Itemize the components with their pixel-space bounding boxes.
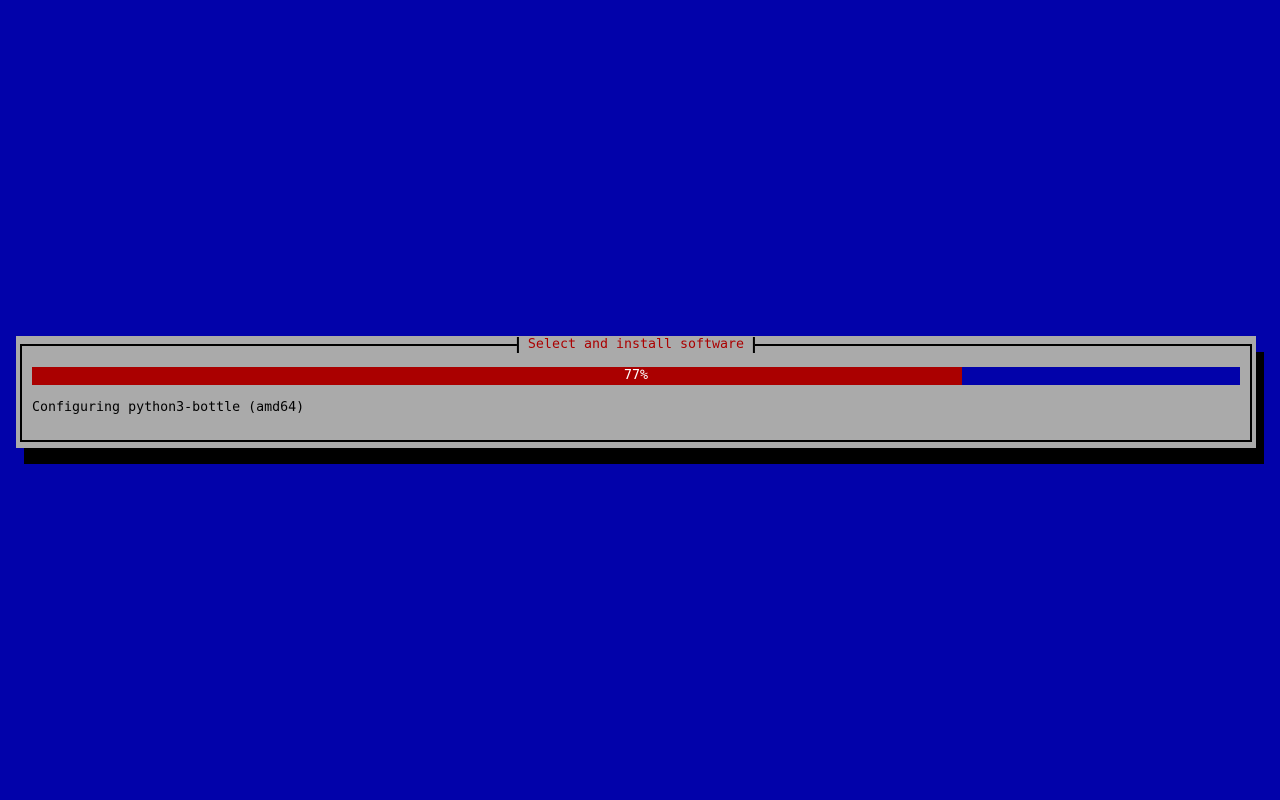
progress-percent-label: 77%	[623, 368, 649, 383]
install-progress-dialog: Select and install software 77% Configur…	[16, 336, 1256, 448]
dialog-title: Select and install software	[516, 337, 756, 353]
progress-bar: 77%	[32, 367, 1240, 385]
progress-bar-fill	[32, 367, 963, 385]
dialog-border	[20, 344, 1252, 442]
status-text: Configuring python3-bottle (amd64)	[32, 400, 305, 415]
